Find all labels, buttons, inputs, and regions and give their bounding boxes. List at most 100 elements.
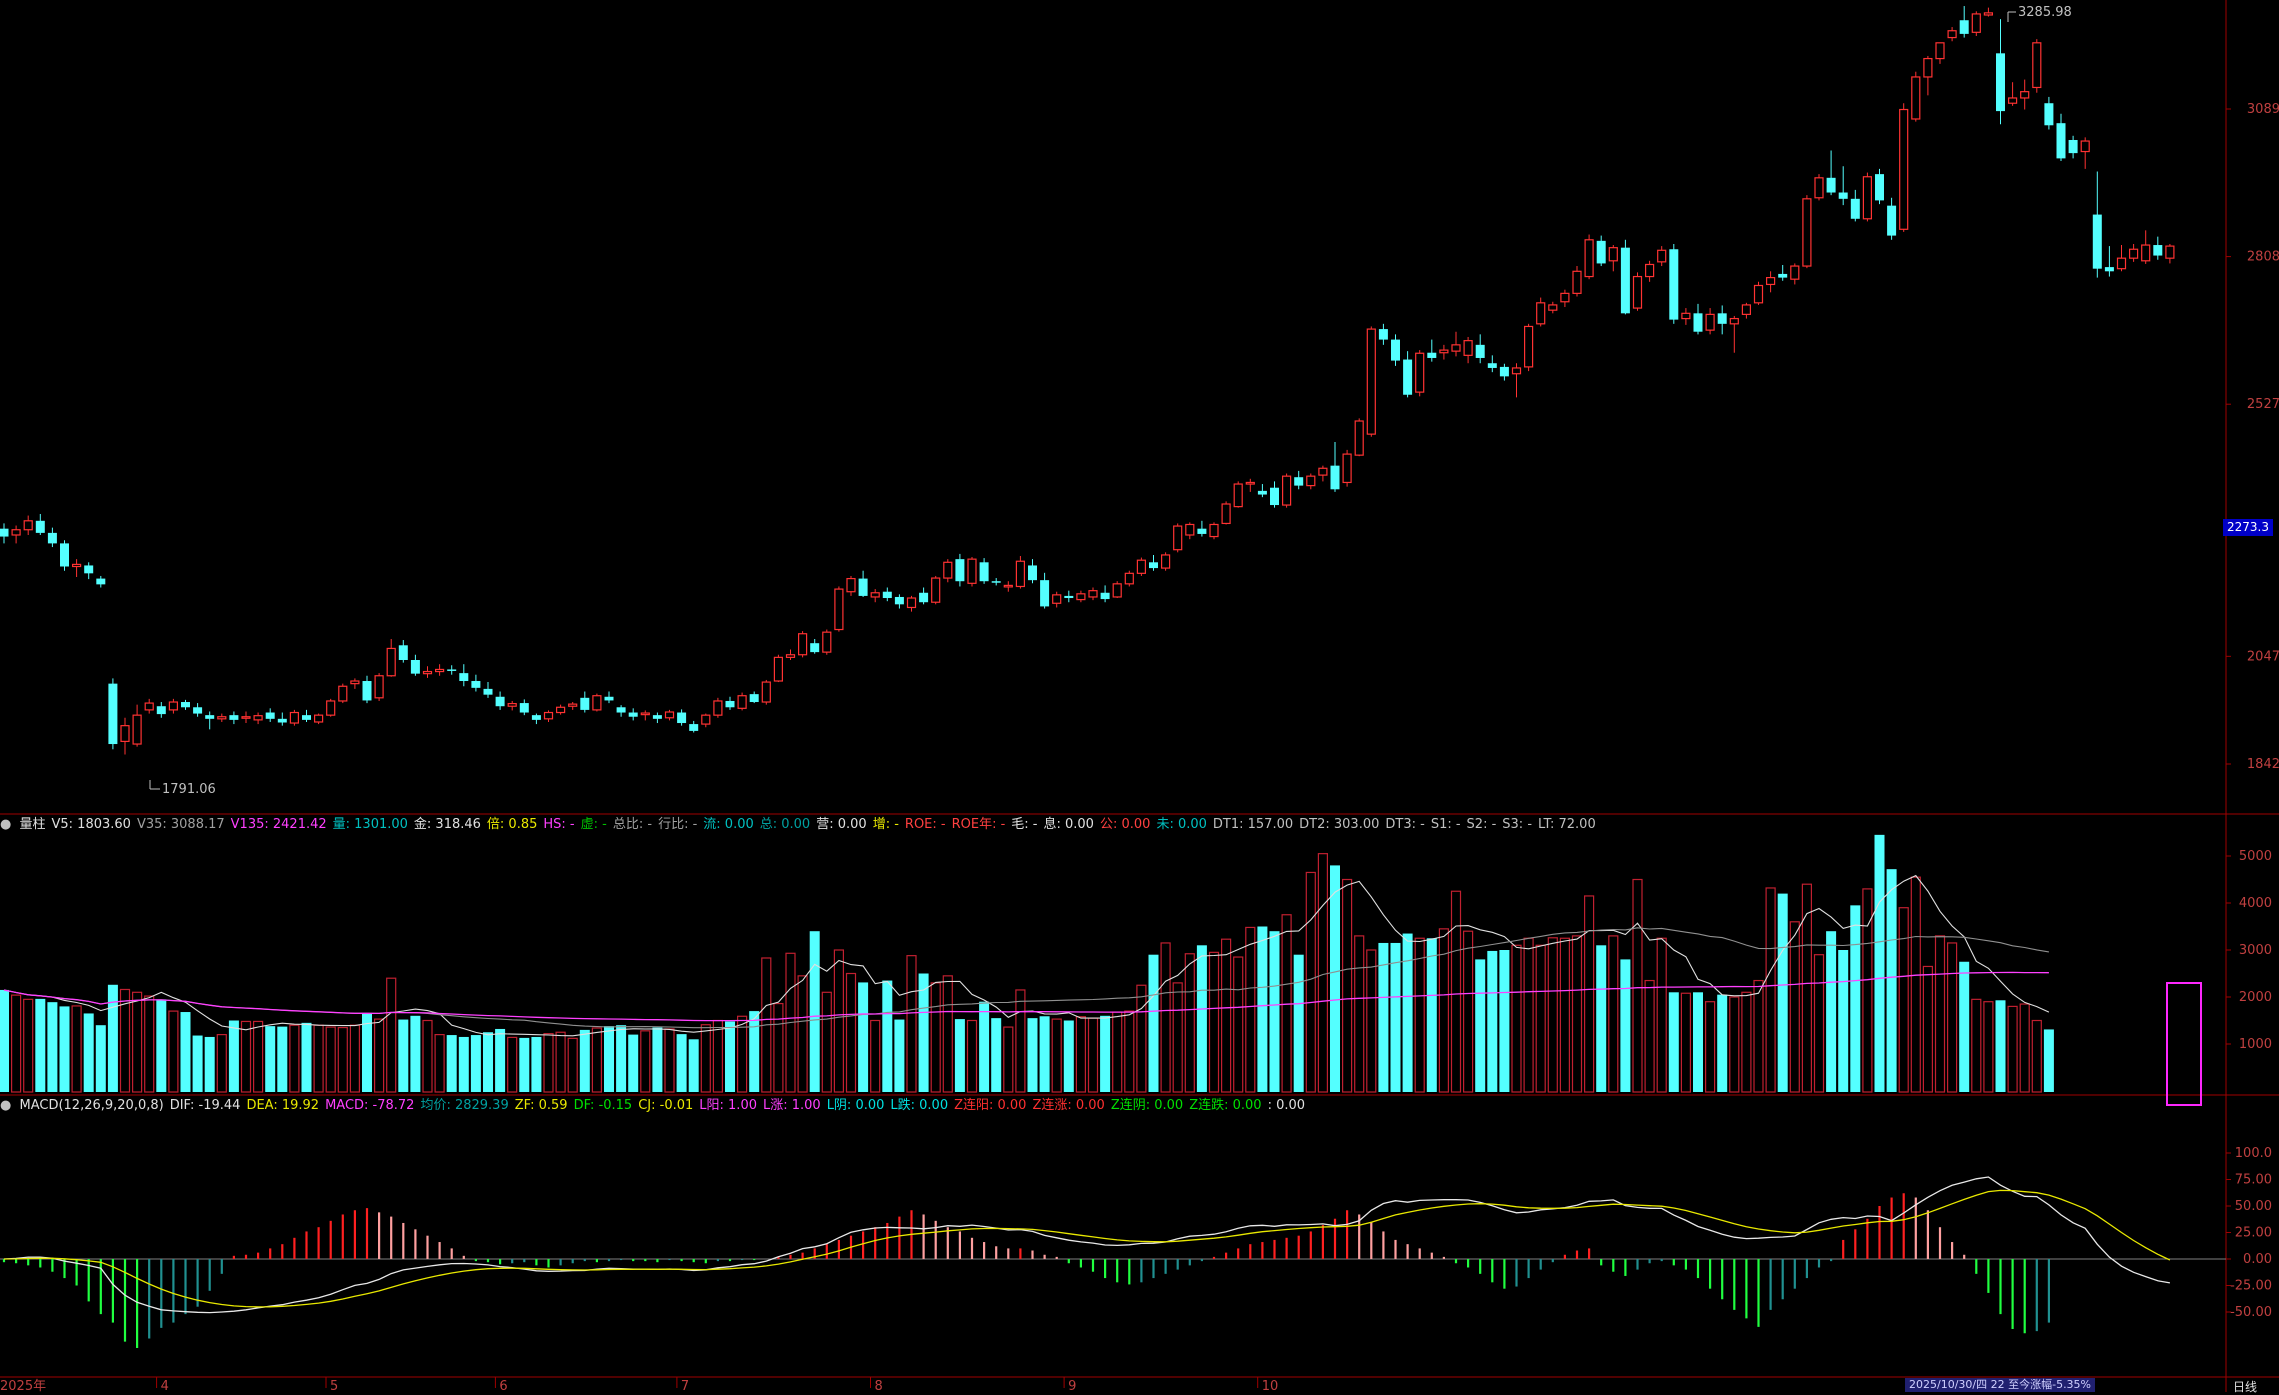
candle-body [1681, 312, 1691, 320]
volume-bar [773, 1002, 784, 1093]
candle-body [2032, 42, 2042, 89]
candle-body [1318, 467, 1328, 476]
candle [568, 702, 578, 710]
volume-bar [954, 1019, 965, 1092]
indicator-value: LT: 72.00 [1538, 817, 1596, 832]
volume-bar [1886, 869, 1897, 1092]
candle [1403, 351, 1413, 398]
candle [265, 708, 275, 722]
candle-body [1875, 174, 1884, 201]
candle [471, 674, 481, 692]
volume-bar [410, 1015, 421, 1092]
volume-bar [349, 1024, 360, 1093]
candle [967, 557, 977, 587]
volume-bar [870, 1019, 881, 1093]
candle-body [1572, 270, 1582, 294]
candle-body [1487, 363, 1497, 368]
volume-bar [2043, 1029, 2054, 1092]
macd-histogram[interactable] [0, 1193, 2226, 1349]
candle-body [1523, 325, 1534, 368]
candle-body [1427, 352, 1437, 358]
panel-toggle-icon[interactable]: ● [0, 1098, 12, 1113]
indicator-value: 公: 0.00 [1099, 817, 1151, 832]
candlestick-series[interactable] [0, 6, 2175, 755]
candle-body [1040, 580, 1050, 607]
candle [931, 575, 941, 605]
volume-bar [906, 955, 917, 1093]
volume-bar [652, 1027, 663, 1092]
candle [1342, 449, 1352, 487]
indicator-value: L跌: 0.00 [890, 1098, 949, 1113]
candle-body [991, 581, 1001, 583]
candle-body [1064, 595, 1074, 599]
volume-bar [1172, 982, 1183, 1093]
volume-bar [1523, 937, 1534, 1093]
candle-body [1887, 205, 1897, 236]
indicator-value: 均价: 2829.39 [420, 1098, 509, 1113]
panel-toggle-icon[interactable]: ● [0, 817, 12, 832]
candle-body [229, 715, 239, 720]
candle-body [979, 562, 989, 582]
candle [314, 713, 324, 725]
candle [289, 709, 299, 726]
candle [761, 679, 771, 705]
candle [1644, 260, 1655, 282]
candle [1463, 336, 1473, 364]
volume-bar [168, 1010, 179, 1093]
indicator-value: HS: - [543, 817, 575, 832]
volume-bar [1438, 928, 1450, 1093]
candle [302, 709, 311, 722]
volume-bar [216, 1033, 227, 1093]
candle-body [156, 706, 166, 715]
candle [906, 595, 917, 612]
candle-body [1403, 359, 1413, 395]
candle [1862, 172, 1873, 222]
candle-body [471, 681, 481, 688]
candle [652, 712, 662, 724]
volume-bar [1535, 944, 1546, 1093]
indicator-value: 营: 0.00 [816, 817, 867, 832]
volume-bar [1487, 950, 1498, 1092]
candle [1620, 239, 1630, 315]
indicator-value: Z连跌: 0.00 [1189, 1098, 1262, 1113]
volume-bars[interactable] [0, 834, 2054, 1093]
y-tick-label: 5000 [2239, 849, 2272, 864]
candle [168, 698, 178, 714]
candle-body [1160, 554, 1171, 569]
candle-body [1149, 562, 1158, 569]
candle-body [955, 559, 965, 582]
candle [144, 698, 154, 714]
candle-body [2104, 267, 2114, 272]
volume-bar [1813, 954, 1825, 1093]
volume-bar [1390, 942, 1401, 1092]
candle-body [1983, 12, 1994, 16]
x-axis-labels: 2025年 4 5 6 7 8 9 10 [0, 1377, 1278, 1392]
candle [1681, 308, 1691, 325]
candle-body [144, 702, 154, 711]
candle [1233, 481, 1243, 508]
period-label[interactable]: 日线 [2233, 1380, 2258, 1394]
volume-bar [1729, 996, 1740, 1093]
candle-body [2080, 140, 2090, 153]
volume-bar [253, 1020, 264, 1093]
volume-bar [1850, 905, 1861, 1092]
candle [713, 697, 723, 718]
candle-body [882, 591, 892, 599]
y-tick-label: 2808 [2247, 250, 2279, 265]
candle [1802, 195, 1812, 269]
x-tick-label: 7 [681, 1379, 689, 1392]
volume-bar [1571, 935, 1583, 1093]
candle [1270, 481, 1279, 508]
candle-body [2068, 139, 2078, 154]
volume-bar [1366, 949, 1377, 1093]
volume-bar [1015, 989, 1026, 1093]
volume-bar [507, 1036, 518, 1093]
candle-body [1475, 344, 1485, 358]
candle [2153, 236, 2163, 260]
volume-bar [1717, 994, 1728, 1092]
volume-bar [1777, 893, 1788, 1092]
candle-body [23, 520, 33, 531]
candle-body [1741, 304, 1752, 315]
candle [1064, 590, 1074, 603]
